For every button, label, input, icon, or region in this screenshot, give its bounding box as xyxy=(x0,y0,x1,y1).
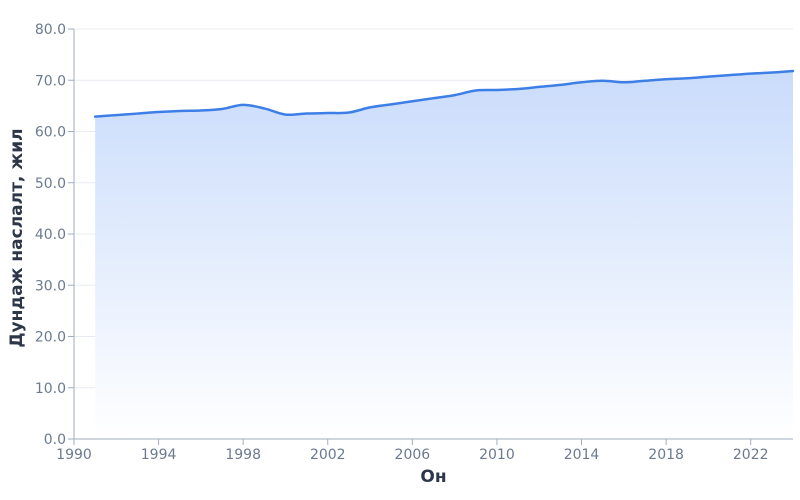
y-axis-title: Дундаж наслалт, жил xyxy=(7,128,27,347)
area-fill xyxy=(95,71,793,439)
x-tick-label: 2018 xyxy=(648,447,684,463)
x-axis-title: Он xyxy=(420,467,446,487)
x-tick-label: 1994 xyxy=(141,447,177,463)
y-tick-label: 30.0 xyxy=(35,278,66,294)
x-tick-label: 1998 xyxy=(225,447,261,463)
x-tick-label: 1990 xyxy=(56,447,92,463)
x-tick-label: 2022 xyxy=(733,447,769,463)
y-tick-label: 50.0 xyxy=(35,176,66,192)
x-tick-label: 2006 xyxy=(395,447,431,463)
x-axis-ticks: 1990 1994 1998 2002 2006 2010 2014 2018 2022 xyxy=(56,439,769,463)
y-tick-label: 20.0 xyxy=(35,330,66,346)
x-tick-label: 2014 xyxy=(564,447,600,463)
x-tick-label: 2010 xyxy=(479,447,515,463)
x-tick-label: 2002 xyxy=(310,447,346,463)
y-tick-label: 80.0 xyxy=(35,22,66,38)
y-tick-label: 40.0 xyxy=(35,227,66,243)
series-line xyxy=(93,69,795,118)
y-tick-label: 10.0 xyxy=(35,381,66,397)
y-tick-label: 60.0 xyxy=(35,125,66,141)
y-axis-ticks: 0.0 10.0 20.0 30.0 40.0 50.0 60.0 70.0 80.0 xyxy=(35,22,74,448)
y-tick-label: 0.0 xyxy=(44,432,66,448)
y-tick-label: 70.0 xyxy=(35,73,66,89)
